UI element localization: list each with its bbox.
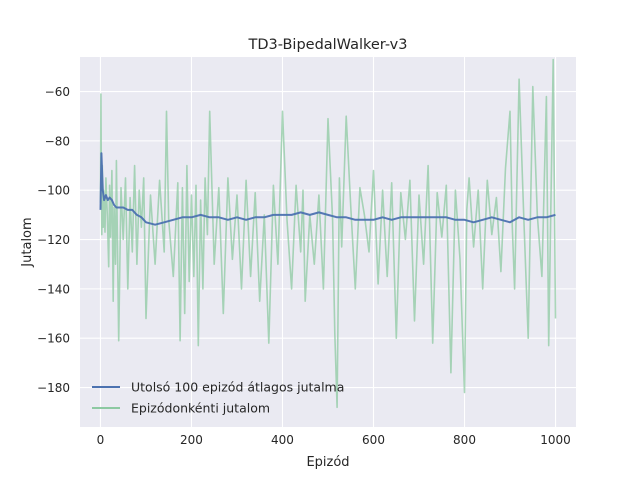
- y-tick-label: −140: [37, 282, 70, 296]
- legend-label-episode: Epizódonkénti jutalom: [131, 401, 270, 416]
- legend-label-avg: Utolsó 100 epizód átlagos jutalma: [131, 380, 344, 395]
- x-tick-label: 600: [362, 433, 385, 447]
- x-tick-label: 400: [271, 433, 294, 447]
- legend: Utolsó 100 epizód átlagos jutalma Epizód…: [92, 380, 344, 416]
- tick-labels: 0 200 400 600 800 1000 −180 −160 −140 −120 −100 −80…: [37, 85, 571, 447]
- x-tick-label: 200: [180, 433, 203, 447]
- y-tick-label: −60: [45, 85, 70, 99]
- x-tick-label: 1000: [540, 433, 571, 447]
- y-tick-label: −160: [37, 332, 70, 346]
- y-axis-label: Jutalom: [20, 217, 35, 267]
- series-line-avg-reward: [99, 152, 556, 226]
- x-axis-label: Epizód: [306, 455, 349, 470]
- x-tick-label: 0: [97, 433, 105, 447]
- y-tick-label: −100: [37, 184, 70, 198]
- series-layer: [99, 58, 557, 409]
- y-tick-label: −120: [37, 233, 70, 247]
- chart-title: TD3-BipedalWalker-v3: [248, 37, 408, 53]
- y-tick-label: −80: [45, 134, 70, 148]
- y-tick-label: −180: [37, 381, 70, 395]
- x-tick-label: 800: [453, 433, 476, 447]
- series-line-episode-reward: [99, 58, 557, 409]
